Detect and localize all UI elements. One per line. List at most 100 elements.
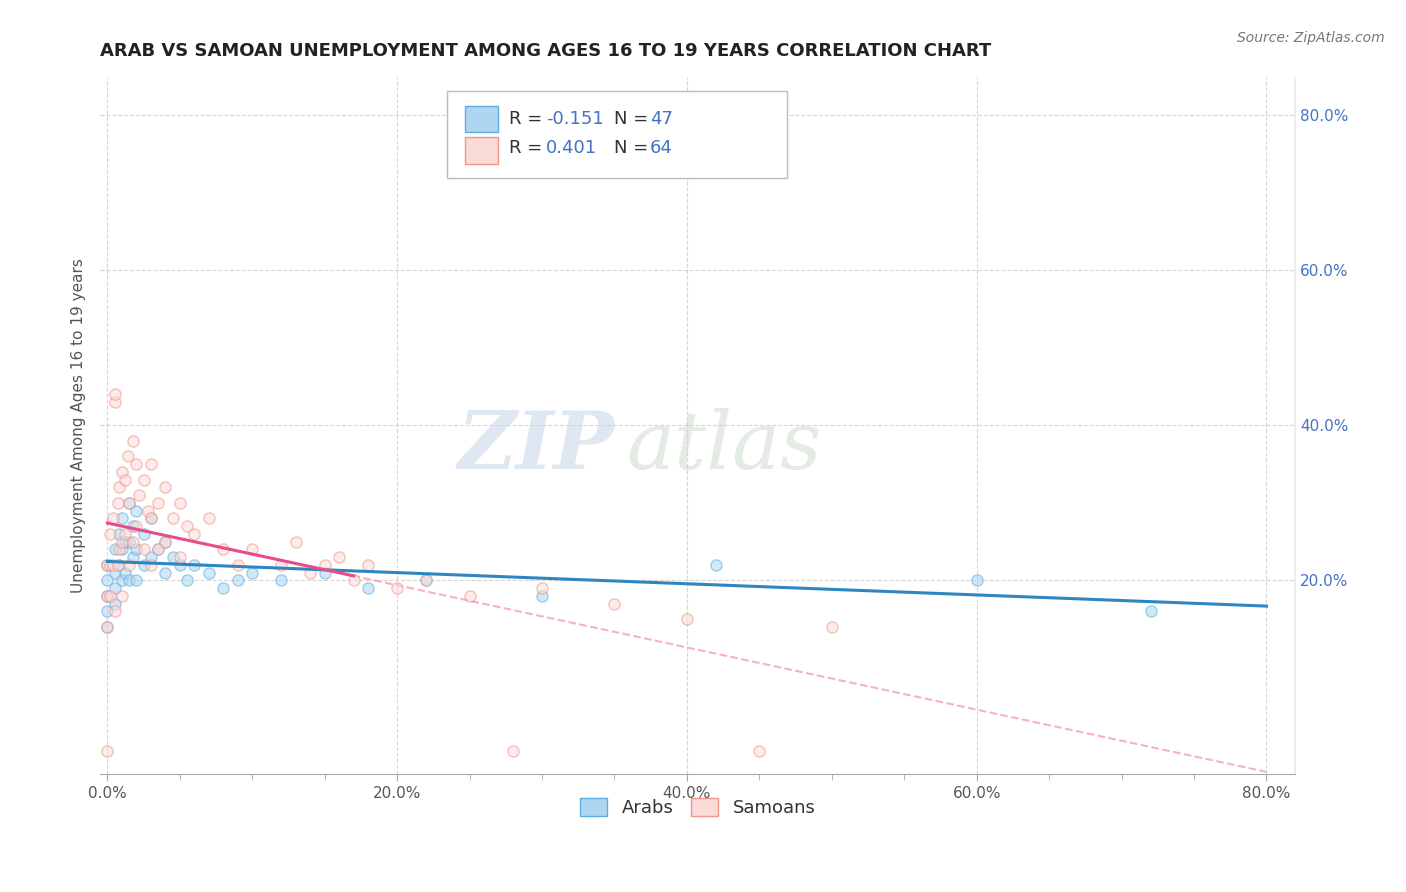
Point bbox=[299, 566, 322, 580]
Point bbox=[104, 387, 127, 401]
Point bbox=[96, 589, 118, 603]
Point bbox=[96, 558, 118, 572]
Point bbox=[104, 604, 127, 618]
Point bbox=[212, 581, 235, 595]
Point bbox=[748, 744, 770, 758]
FancyBboxPatch shape bbox=[465, 106, 498, 132]
Point bbox=[118, 496, 141, 510]
Point bbox=[162, 511, 184, 525]
Point bbox=[114, 473, 136, 487]
Point bbox=[136, 503, 159, 517]
Point bbox=[108, 542, 131, 557]
Point bbox=[155, 534, 177, 549]
Point bbox=[96, 620, 118, 634]
Point bbox=[139, 550, 162, 565]
Point bbox=[502, 744, 524, 758]
Point bbox=[328, 550, 350, 565]
Text: 0.401: 0.401 bbox=[546, 139, 598, 158]
Point bbox=[104, 395, 127, 409]
Point bbox=[118, 534, 141, 549]
Point bbox=[531, 589, 554, 603]
Point bbox=[96, 604, 118, 618]
Point bbox=[458, 589, 481, 603]
Point bbox=[104, 597, 127, 611]
Point bbox=[122, 519, 145, 533]
Point bbox=[132, 558, 155, 572]
Point bbox=[111, 534, 134, 549]
Point bbox=[169, 550, 191, 565]
Point bbox=[357, 581, 380, 595]
Point bbox=[146, 542, 169, 557]
Point bbox=[108, 480, 131, 494]
Point bbox=[314, 558, 336, 572]
Point bbox=[111, 542, 134, 557]
Point bbox=[125, 503, 148, 517]
Point bbox=[155, 566, 177, 580]
Point bbox=[107, 558, 129, 572]
Point bbox=[155, 534, 177, 549]
Point bbox=[146, 542, 169, 557]
Point bbox=[101, 511, 124, 525]
Point bbox=[284, 534, 307, 549]
Point bbox=[385, 581, 408, 595]
Point bbox=[176, 574, 198, 588]
Text: 47: 47 bbox=[650, 110, 673, 128]
Point bbox=[132, 473, 155, 487]
Point bbox=[118, 558, 141, 572]
Text: atlas: atlas bbox=[626, 408, 821, 485]
Text: N =: N = bbox=[614, 110, 654, 128]
Point bbox=[104, 581, 127, 595]
Point bbox=[114, 566, 136, 580]
Point bbox=[101, 558, 124, 572]
Point bbox=[240, 542, 263, 557]
Point bbox=[132, 542, 155, 557]
FancyBboxPatch shape bbox=[447, 91, 787, 178]
Text: N =: N = bbox=[614, 139, 654, 158]
Point bbox=[314, 566, 336, 580]
Point bbox=[198, 566, 221, 580]
Point bbox=[343, 574, 366, 588]
Point bbox=[108, 558, 131, 572]
Point bbox=[122, 534, 145, 549]
Point bbox=[270, 558, 292, 572]
Point bbox=[111, 574, 134, 588]
Point bbox=[98, 589, 121, 603]
Point bbox=[125, 519, 148, 533]
Point bbox=[111, 589, 134, 603]
Point bbox=[122, 434, 145, 448]
Point bbox=[139, 511, 162, 525]
Point bbox=[226, 574, 249, 588]
Point bbox=[146, 496, 169, 510]
Point bbox=[125, 542, 148, 557]
Point bbox=[415, 574, 437, 588]
Point bbox=[531, 581, 554, 595]
Point bbox=[212, 542, 235, 557]
FancyBboxPatch shape bbox=[465, 137, 498, 164]
Point bbox=[240, 566, 263, 580]
Point bbox=[183, 558, 205, 572]
Point bbox=[132, 527, 155, 541]
Point bbox=[169, 558, 191, 572]
Text: -0.151: -0.151 bbox=[546, 110, 603, 128]
Point bbox=[96, 589, 118, 603]
Y-axis label: Unemployment Among Ages 16 to 19 years: Unemployment Among Ages 16 to 19 years bbox=[72, 258, 86, 593]
Point bbox=[104, 542, 127, 557]
Point bbox=[111, 465, 134, 479]
Point bbox=[118, 496, 141, 510]
Text: R =: R = bbox=[509, 110, 548, 128]
Text: Source: ZipAtlas.com: Source: ZipAtlas.com bbox=[1237, 31, 1385, 45]
Point bbox=[104, 566, 127, 580]
Point bbox=[169, 496, 191, 510]
Point bbox=[155, 480, 177, 494]
Point bbox=[270, 574, 292, 588]
Point bbox=[226, 558, 249, 572]
Point bbox=[198, 511, 221, 525]
Point bbox=[117, 450, 139, 464]
Point bbox=[98, 527, 121, 541]
Point bbox=[821, 620, 844, 634]
Text: ZIP: ZIP bbox=[457, 408, 614, 485]
Point bbox=[98, 558, 121, 572]
Point bbox=[966, 574, 988, 588]
Point bbox=[183, 527, 205, 541]
Point bbox=[114, 534, 136, 549]
